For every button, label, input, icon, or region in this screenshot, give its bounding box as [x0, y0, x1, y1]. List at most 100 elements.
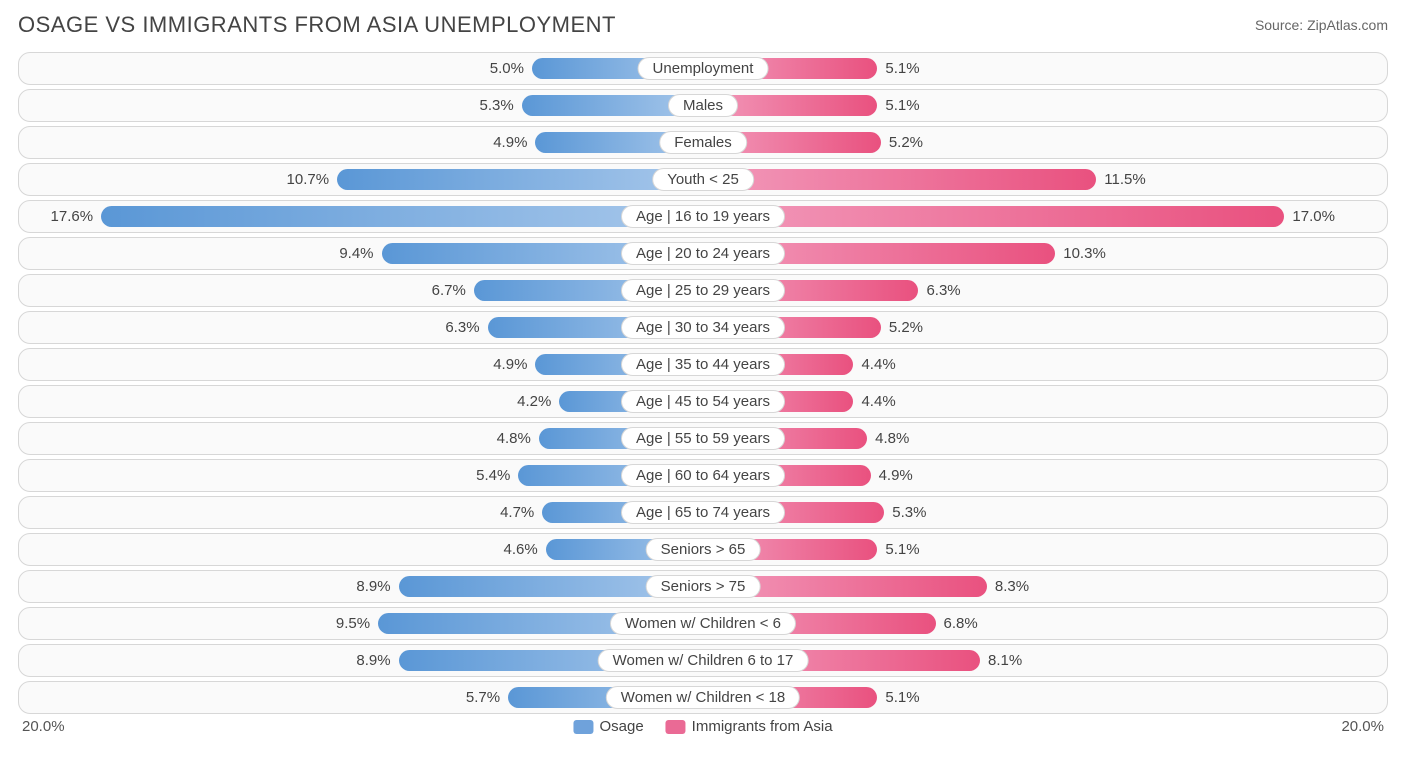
- category-label: Males: [668, 94, 738, 117]
- chart-footer: 20.0% Osage Immigrants from Asia 20.0%: [18, 718, 1388, 742]
- row-right-half: 5.1%: [703, 682, 1387, 713]
- row-left-half: 9.4%: [19, 238, 703, 269]
- value-label-left: 4.2%: [517, 386, 559, 417]
- value-label-left: 4.8%: [497, 423, 539, 454]
- row-left-half: 4.6%: [19, 534, 703, 565]
- chart-row: 8.9% 8.1% Women w/ Children 6 to 17: [18, 644, 1388, 677]
- row-right-half: 8.3%: [703, 571, 1387, 602]
- row-left-half: 9.5%: [19, 608, 703, 639]
- bar-right: [703, 169, 1096, 190]
- category-label: Women w/ Children < 6: [610, 612, 796, 635]
- value-label-left: 17.6%: [51, 201, 102, 232]
- value-label-right: 6.3%: [918, 275, 960, 306]
- chart-row: 5.4%4.9%Age | 60 to 64 years: [18, 459, 1388, 492]
- value-label-left: 9.4%: [339, 238, 381, 269]
- row-right-half: 4.9%: [703, 460, 1387, 491]
- row-left-half: 5.0%: [19, 53, 703, 84]
- value-label-right: 5.2%: [881, 312, 923, 343]
- value-label-left: 8.9%: [356, 645, 398, 676]
- value-label-right: 5.1%: [877, 682, 919, 713]
- row-left-half: 4.2%: [19, 386, 703, 417]
- row-right-half: 4.4%: [703, 386, 1387, 417]
- chart-row: 4.2% 4.4% Age | 45 to 54 years: [18, 385, 1388, 418]
- value-label-right: 4.4%: [853, 386, 895, 417]
- category-label: Age | 45 to 54 years: [621, 390, 785, 413]
- category-label: Age | 35 to 44 years: [621, 353, 785, 376]
- row-left-half: 4.9%: [19, 127, 703, 158]
- category-label: Seniors > 75: [646, 575, 761, 598]
- chart-row: 5.0% 5.1%Unemployment: [18, 52, 1388, 85]
- category-label: Age | 65 to 74 years: [621, 501, 785, 524]
- chart-row: 5.7%5.1%Women w/ Children < 18: [18, 681, 1388, 714]
- legend-item-right: Immigrants from Asia: [666, 718, 833, 735]
- row-left-half: 8.9%: [19, 571, 703, 602]
- value-label-right: 4.9%: [871, 460, 913, 491]
- axis-max-left: 20.0%: [22, 718, 65, 735]
- row-right-half: 5.1%: [703, 53, 1387, 84]
- row-left-half: 17.6%: [19, 201, 703, 232]
- value-label-right: 5.3%: [884, 497, 926, 528]
- chart-row: 10.7% 11.5% Youth < 25: [18, 163, 1388, 196]
- chart-row: 4.7% 5.3% Age | 65 to 74 years: [18, 496, 1388, 529]
- category-label: Age | 16 to 19 years: [621, 205, 785, 228]
- chart-row: 6.3%5.2%Age | 30 to 34 years: [18, 311, 1388, 344]
- chart-row: 8.9% 8.3% Seniors > 75: [18, 570, 1388, 603]
- category-label: Women w/ Children 6 to 17: [598, 649, 809, 672]
- value-label-right: 8.3%: [987, 571, 1029, 602]
- row-right-half: 11.5%: [703, 164, 1387, 195]
- value-label-right: 17.0%: [1284, 201, 1335, 232]
- row-right-half: 6.3%: [703, 275, 1387, 306]
- chart-row: 17.6% 17.0% Age | 16 to 19 years: [18, 200, 1388, 233]
- chart-header: OSAGE VS IMMIGRANTS FROM ASIA UNEMPLOYME…: [18, 12, 1388, 38]
- value-label-left: 5.3%: [480, 90, 522, 121]
- row-left-half: 10.7%: [19, 164, 703, 195]
- chart-source: Source: ZipAtlas.com: [1255, 17, 1388, 33]
- value-label-right: 4.8%: [867, 423, 909, 454]
- category-label: Unemployment: [638, 57, 769, 80]
- value-label-right: 5.2%: [881, 127, 923, 158]
- row-right-half: 5.3%: [703, 497, 1387, 528]
- value-label-right: 8.1%: [980, 645, 1022, 676]
- row-right-half: 17.0%: [703, 201, 1387, 232]
- value-label-left: 10.7%: [287, 164, 338, 195]
- value-label-left: 4.9%: [493, 127, 535, 158]
- category-label: Youth < 25: [652, 168, 754, 191]
- value-label-left: 5.4%: [476, 460, 518, 491]
- row-left-half: 6.7%: [19, 275, 703, 306]
- value-label-left: 6.3%: [445, 312, 487, 343]
- category-label: Females: [659, 131, 747, 154]
- category-label: Seniors > 65: [646, 538, 761, 561]
- chart-title: OSAGE VS IMMIGRANTS FROM ASIA UNEMPLOYME…: [18, 12, 616, 38]
- value-label-right: 10.3%: [1055, 238, 1106, 269]
- value-label-right: 5.1%: [877, 90, 919, 121]
- chart-row: 6.7%6.3%Age | 25 to 29 years: [18, 274, 1388, 307]
- value-label-left: 9.5%: [336, 608, 378, 639]
- legend-label-right: Immigrants from Asia: [692, 718, 833, 735]
- chart-row: 9.4% 10.3% Age | 20 to 24 years: [18, 237, 1388, 270]
- legend-label-left: Osage: [599, 718, 643, 735]
- chart-row: 4.9% 4.4% Age | 35 to 44 years: [18, 348, 1388, 381]
- chart-row: 4.8% 4.8% Age | 55 to 59 years: [18, 422, 1388, 455]
- value-label-left: 4.9%: [493, 349, 535, 380]
- diverging-bar-chart: 5.0%5.1%Unemployment5.3%5.1%Males4.9%5.2…: [18, 52, 1388, 714]
- legend-swatch-right: [666, 720, 686, 734]
- row-left-half: 4.9%: [19, 349, 703, 380]
- value-label-right: 4.4%: [853, 349, 895, 380]
- row-right-half: 10.3%: [703, 238, 1387, 269]
- row-right-half: 5.1%: [703, 90, 1387, 121]
- row-left-half: 4.7%: [19, 497, 703, 528]
- category-label: Age | 55 to 59 years: [621, 427, 785, 450]
- row-right-half: 5.1%: [703, 534, 1387, 565]
- legend-item-left: Osage: [573, 718, 643, 735]
- chart-row: 4.6% 5.1% Seniors > 65: [18, 533, 1388, 566]
- bar-right: [703, 206, 1284, 227]
- category-label: Age | 20 to 24 years: [621, 242, 785, 265]
- axis-max-right: 20.0%: [1341, 718, 1384, 735]
- bar-left: [101, 206, 703, 227]
- row-left-half: 5.7%: [19, 682, 703, 713]
- value-label-left: 5.0%: [490, 53, 532, 84]
- value-label-right: 5.1%: [877, 534, 919, 565]
- row-left-half: 5.3%: [19, 90, 703, 121]
- legend-swatch-left: [573, 720, 593, 734]
- value-label-right: 11.5%: [1096, 164, 1145, 195]
